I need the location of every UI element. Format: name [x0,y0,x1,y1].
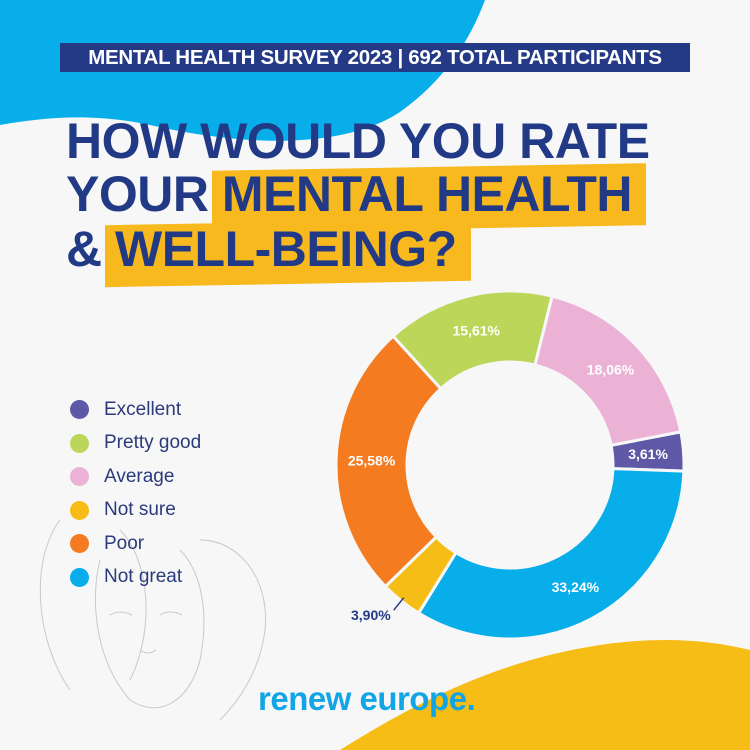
legend-label: Not great [104,566,183,588]
title-highlight-text: MENTAL HEALTH [221,166,633,222]
legend-label: Pretty good [104,432,202,454]
legend-item: Poor [70,527,201,561]
legend-swatch [70,400,89,420]
bottom-yellow-wave [340,639,750,750]
title-highlight: WELL-BEING? [115,220,457,278]
title-line-1: HOW WOULD YOU RATE [66,113,650,169]
chart-legend: Excellent Pretty good Average Not sure Poor N… [70,393,201,594]
data-label: 33,24% [552,579,600,595]
title-line-3: & WELL-BEING? [66,220,457,278]
legend-item: Not great [70,561,201,595]
legend-swatch [70,567,89,587]
legend-label: Excellent [104,398,182,420]
legend-swatch [70,467,89,487]
title-plain: YOUR [66,166,209,222]
faces-line-art [39,519,267,721]
legend-item: Not sure [70,494,201,528]
label-leader-line [393,597,405,611]
legend-item: Pretty good [70,427,201,461]
legend-item: Average [70,460,201,494]
legend-label: Poor [104,532,145,554]
data-label: 3,90% [351,607,391,623]
slice-pretty-good [391,289,554,391]
legend-label: Not sure [104,499,176,521]
legend-item: Excellent [70,393,201,427]
slice-poor [334,333,443,589]
title-highlight: MENTAL HEALTH [221,165,633,223]
slice-not-great [416,467,686,641]
legend-swatch [70,500,89,520]
data-label: 25,58% [348,453,396,469]
data-label: 18,06% [587,362,635,378]
title-plain: & [66,221,102,277]
legend-label: Average [104,465,175,487]
legend-swatch [70,534,89,554]
title-highlight-text: WELL-BEING? [115,221,457,277]
data-label: 3,61% [628,446,668,462]
title-line-2: YOUR MENTAL HEALTH [66,165,633,223]
legend-swatch [70,433,89,453]
survey-banner: MENTAL HEALTH SURVEY 2023 | 692 TOTAL PA… [60,43,690,72]
data-label: 15,61% [453,323,501,339]
renew-europe-logo: renew europe. [258,680,476,717]
